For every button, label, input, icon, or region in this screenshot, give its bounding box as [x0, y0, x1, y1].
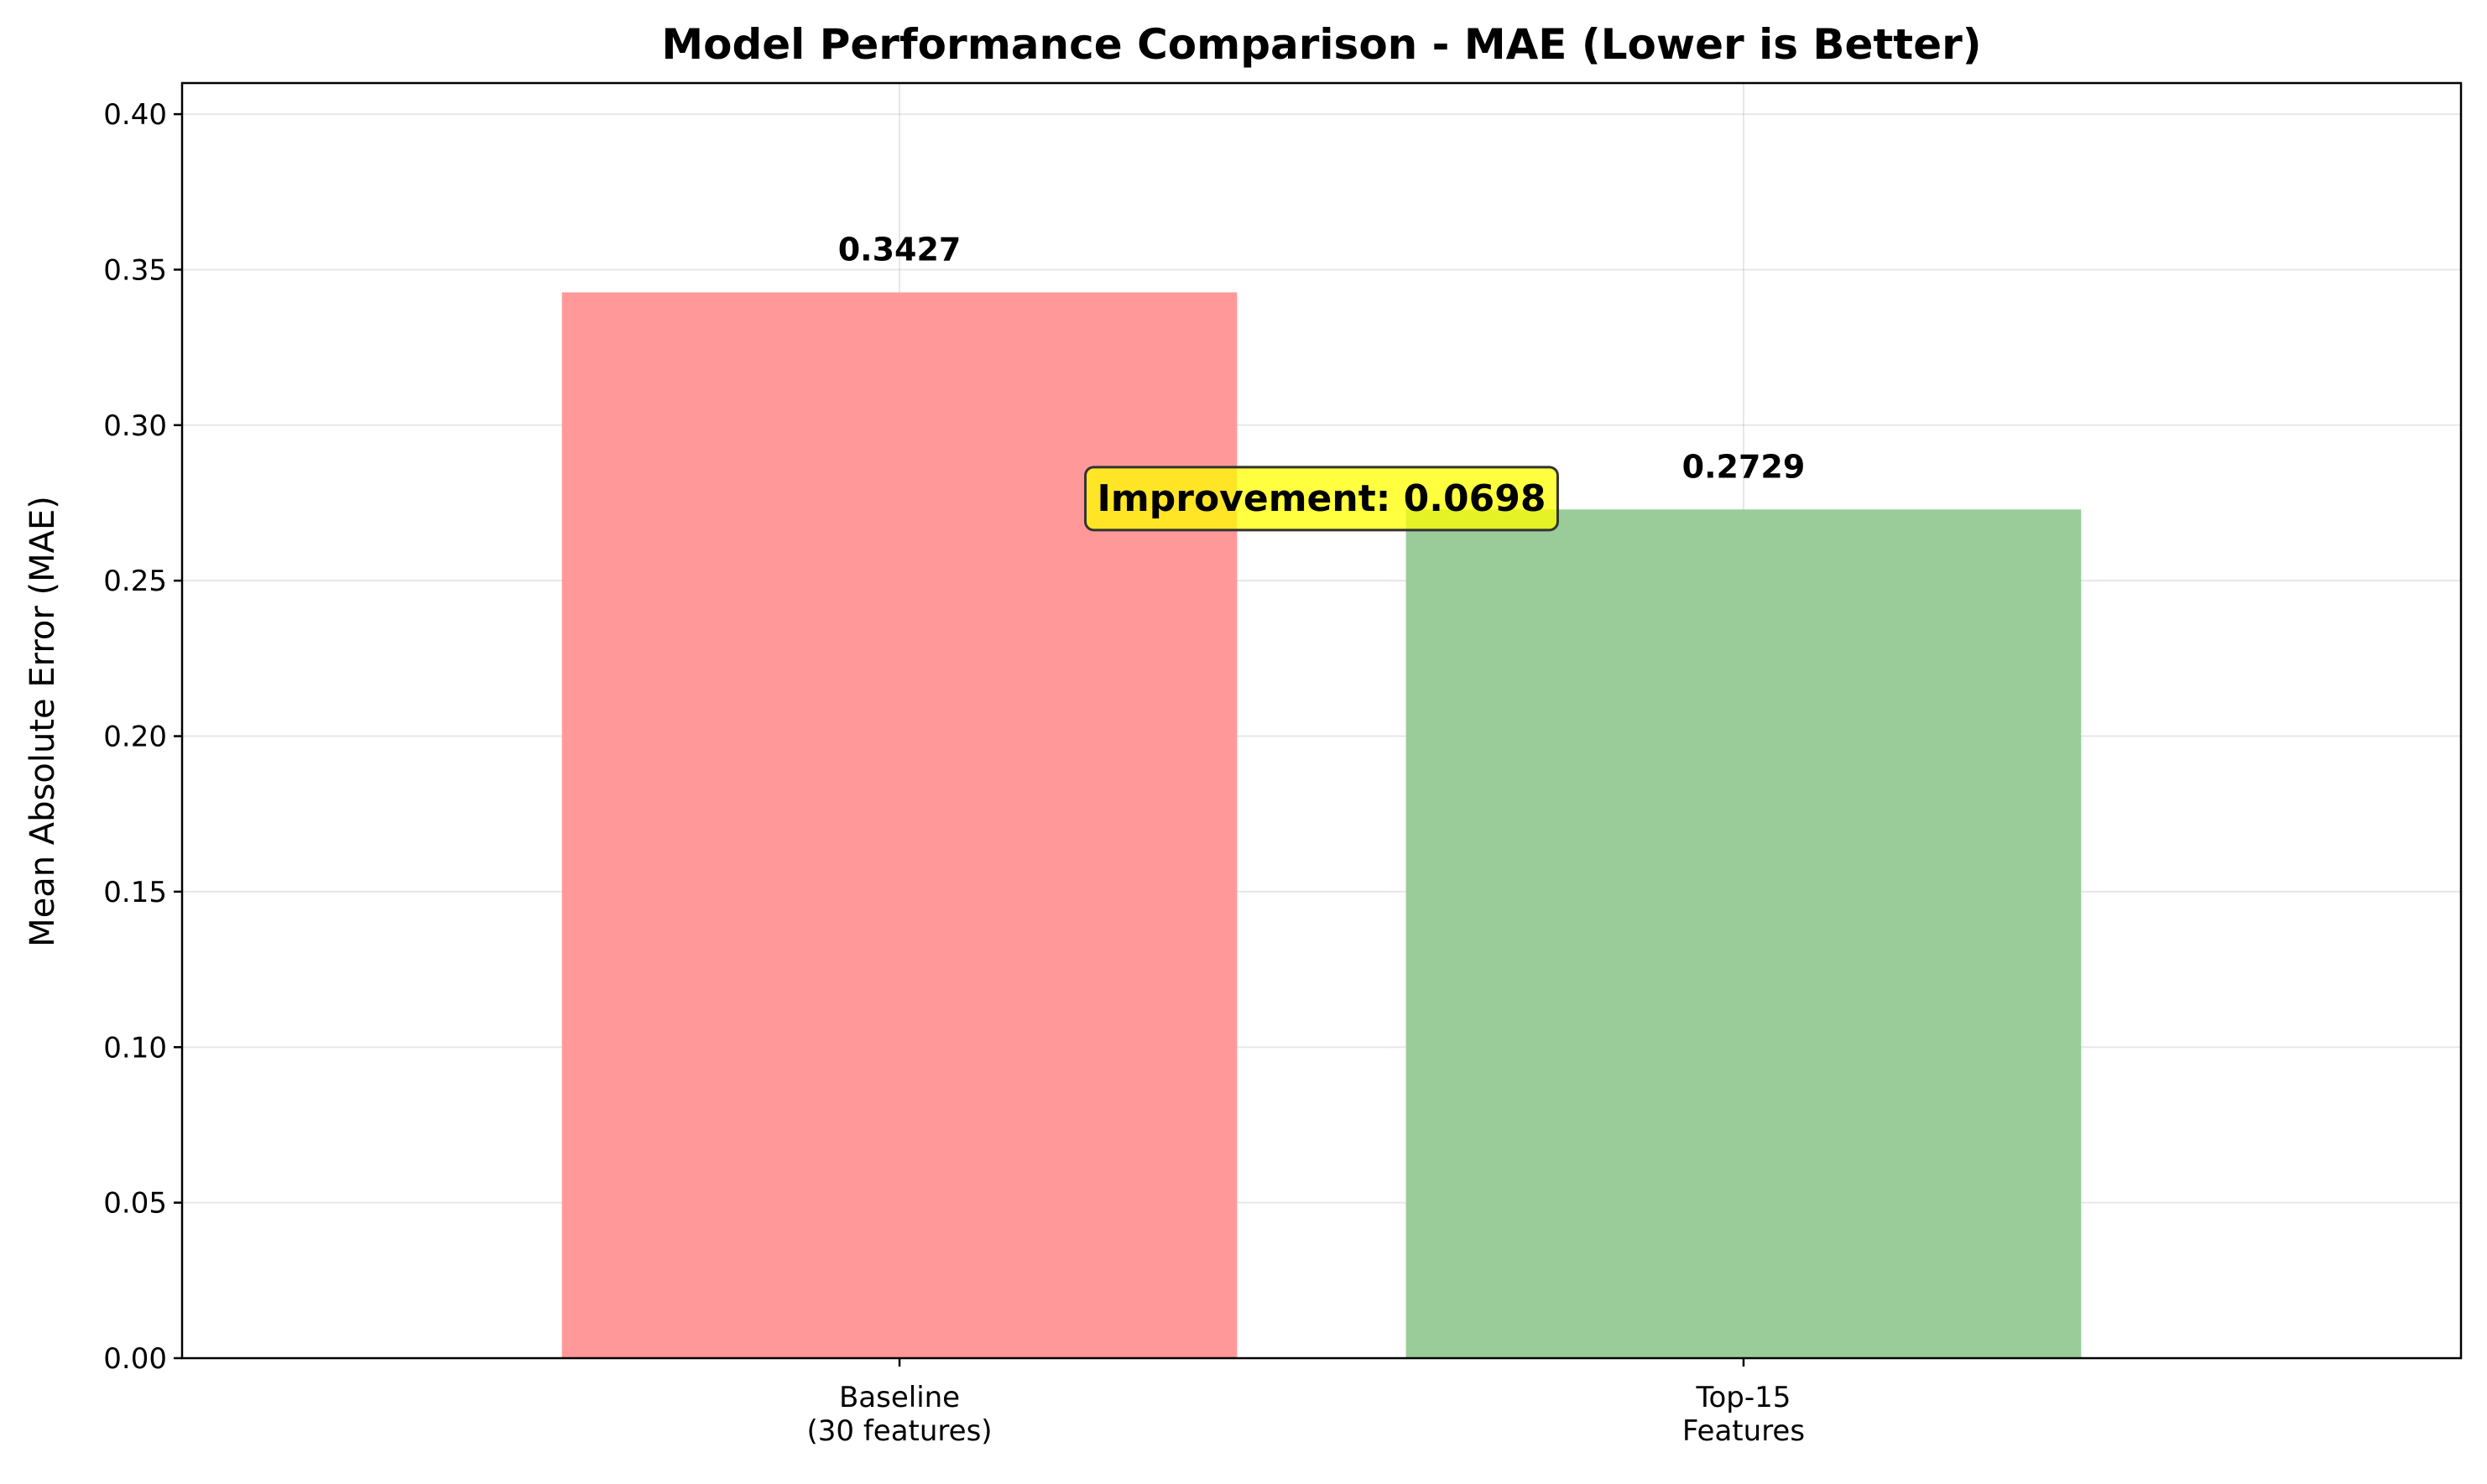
improvement-annotation: Improvement: 0.0698 [1084, 466, 1559, 532]
y-axis-ticks: 0.00 0.05 0.10 0.15 0.20 0.25 0.30 0.35 0.40 [103, 98, 182, 1376]
data-labels: 0.3427 0.2729 [838, 232, 1806, 486]
plot-frame [180, 81, 2463, 1360]
y-axis-label: Mean Absolute Error (MAE) [23, 496, 62, 947]
chart-title: Model Performance Comparison - MAE (Lowe… [661, 20, 1981, 69]
bar-value-label: 0.2729 [1682, 448, 1806, 485]
y-tick-label: 0.30 [103, 409, 167, 443]
x-tick-label: (30 features) [806, 1414, 992, 1448]
bars [561, 292, 2082, 1358]
x-tick-label: Baseline [839, 1381, 960, 1414]
bar-value-label: 0.3427 [838, 232, 962, 268]
y-tick-label: 0.15 [103, 876, 167, 909]
improvement-text: Improvement: 0.0698 [1098, 477, 1546, 520]
y-tick-label: 0.35 [103, 253, 167, 287]
bar-0 [561, 292, 1238, 1358]
grid-lines [182, 83, 2461, 1359]
y-tick-label: 0.40 [103, 98, 167, 132]
y-tick-label: 0.25 [103, 565, 167, 598]
y-tick-label: 0.10 [103, 1031, 167, 1065]
bar-1 [1405, 509, 2082, 1358]
x-tick-label: Features [1682, 1414, 1805, 1448]
y-tick-label: 0.05 [103, 1187, 167, 1221]
y-tick-label: 0.00 [103, 1342, 167, 1376]
x-tick-label: Top-15 [1696, 1381, 1791, 1414]
improvement-box [1084, 466, 1559, 532]
y-tick-label: 0.20 [103, 721, 167, 754]
